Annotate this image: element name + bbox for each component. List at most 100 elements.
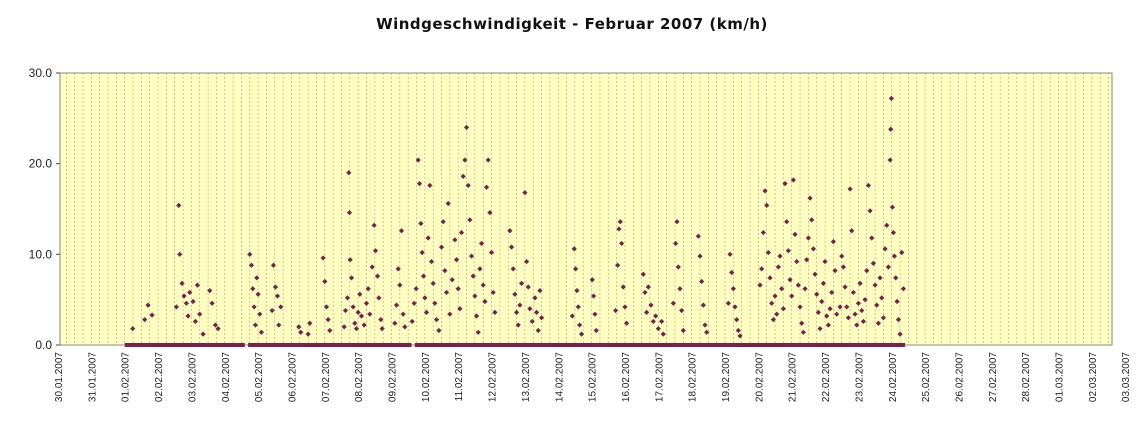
data-point — [379, 326, 385, 332]
data-point — [759, 266, 765, 272]
data-point — [820, 280, 826, 286]
data-point — [805, 235, 811, 241]
data-point — [393, 302, 400, 308]
data-point — [794, 258, 800, 265]
data-point — [372, 248, 379, 254]
data-point — [438, 244, 445, 250]
x-tick-label: 23.02.2007 — [854, 352, 865, 402]
data-point — [780, 306, 786, 312]
x-tick-label: 17.02.2007 — [654, 352, 665, 402]
data-point — [442, 268, 448, 274]
data-point — [525, 284, 531, 290]
data-point — [250, 286, 256, 292]
data-point — [777, 253, 783, 259]
data-point — [764, 202, 770, 208]
data-point — [784, 219, 790, 225]
data-point — [346, 210, 353, 216]
data-point — [704, 329, 710, 335]
data-point — [455, 286, 461, 292]
data-point — [425, 235, 431, 241]
data-point — [899, 249, 905, 256]
x-tick-label: 03.02.2007 — [187, 352, 198, 402]
x-tick-label: 02.02.2007 — [154, 352, 165, 402]
data-point — [834, 311, 840, 317]
data-point — [482, 298, 488, 305]
data-point — [576, 322, 583, 328]
data-point — [529, 318, 535, 325]
x-tick-label: 21.02.2007 — [788, 352, 799, 402]
data-point — [452, 237, 458, 243]
data-point — [255, 291, 261, 297]
data-point — [472, 293, 478, 299]
x-tick-label: 26.02.2007 — [954, 352, 965, 402]
x-tick-label: 28.02.2007 — [1021, 352, 1032, 402]
data-point — [695, 233, 701, 239]
data-point — [248, 262, 255, 268]
data-point — [774, 311, 780, 317]
data-point — [433, 317, 440, 323]
data-point — [574, 288, 580, 294]
data-point — [895, 317, 902, 323]
y-tick-label: 20.0 — [29, 157, 53, 171]
data-point — [149, 312, 155, 318]
data-point — [640, 271, 646, 277]
data-point — [358, 313, 365, 319]
data-point — [197, 311, 203, 317]
data-point — [176, 202, 182, 208]
data-point — [507, 228, 513, 234]
data-point — [378, 317, 384, 323]
data-point — [508, 244, 515, 250]
data-point — [463, 124, 470, 130]
grid-lines — [66, 73, 1109, 345]
data-point — [850, 289, 856, 296]
data-point — [732, 304, 738, 310]
data-point — [840, 264, 846, 270]
data-point — [427, 182, 433, 189]
data-point — [775, 264, 781, 270]
data-point — [592, 311, 598, 317]
data-point — [644, 309, 650, 315]
data-point — [615, 262, 621, 268]
data-point — [857, 280, 863, 286]
data-point — [842, 284, 848, 290]
x-tick-label: 25.02.2007 — [921, 352, 932, 402]
data-point — [478, 240, 485, 247]
data-point — [365, 286, 371, 292]
data-point — [173, 304, 179, 310]
data-point — [854, 322, 860, 328]
data-point — [879, 295, 885, 301]
data-point — [789, 293, 795, 299]
data-point — [200, 331, 206, 337]
data-point — [893, 275, 899, 281]
data-point — [130, 326, 136, 332]
x-tick-label: 27.02.2007 — [988, 352, 999, 402]
data-point — [870, 260, 877, 266]
y-tick-label: 10.0 — [29, 247, 53, 261]
data-point — [252, 322, 259, 328]
data-point — [190, 298, 196, 305]
data-point — [467, 217, 473, 223]
data-point — [782, 181, 788, 187]
data-point — [415, 157, 421, 163]
data-points — [130, 95, 907, 339]
data-point — [305, 331, 311, 337]
data-point — [762, 188, 768, 194]
data-point — [770, 317, 776, 323]
data-point — [891, 253, 898, 259]
data-point — [465, 182, 471, 189]
x-tick-label: 03.03.2007 — [1121, 352, 1132, 402]
data-point — [737, 333, 743, 339]
data-point — [350, 304, 356, 310]
data-point — [194, 282, 201, 288]
data-point — [670, 300, 676, 306]
data-point — [347, 257, 353, 263]
x-tick-label: 16.02.2007 — [621, 352, 632, 402]
data-point — [440, 219, 446, 225]
x-tick-label: 09.02.2007 — [388, 352, 399, 402]
data-point — [874, 302, 880, 308]
data-point — [274, 293, 281, 299]
data-point — [790, 177, 796, 183]
data-point — [480, 282, 486, 288]
data-point — [815, 309, 821, 315]
data-point — [888, 95, 895, 101]
